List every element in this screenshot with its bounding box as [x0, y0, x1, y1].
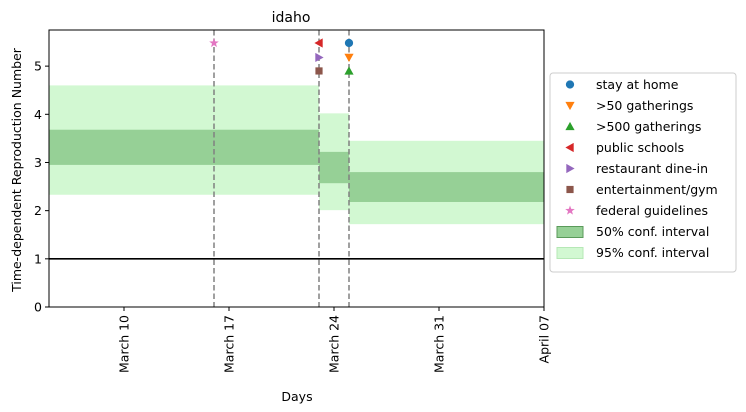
legend-label-3: >500 gatherings	[596, 119, 701, 134]
y-tick-label-1: 1	[34, 251, 42, 266]
y-tick-label-0: 0	[34, 300, 42, 315]
marker-6	[315, 67, 323, 75]
marker-7	[209, 37, 219, 48]
legend-marker-6	[566, 185, 574, 194]
legend-label-6: entertainment/gym	[596, 182, 718, 197]
legend-swatch-9	[556, 247, 584, 259]
legend-swatch-8	[556, 226, 584, 238]
legend-label-4: public schools	[596, 140, 684, 155]
legend-label-1: stay at home	[596, 77, 679, 92]
legend-marker-7	[565, 205, 575, 215]
x-tick-label-0: March 10	[117, 315, 132, 373]
legend-label-8: 50% conf. interval	[596, 224, 709, 239]
marker-4	[314, 38, 323, 48]
ci50-band-3	[349, 172, 544, 202]
ci50-band-1	[49, 129, 319, 165]
y-tick-label-3: 3	[34, 155, 42, 170]
legend-marker-5	[566, 163, 575, 174]
plot-frame	[48, 29, 545, 308]
legend: stay at home >50 gatherings >500 gathering…	[549, 72, 737, 273]
ci50-band-2	[319, 151, 349, 184]
y-tick-label-5: 5	[34, 59, 42, 74]
legend-marker-2	[565, 101, 575, 111]
marker-5	[315, 52, 324, 63]
y-tick-label-2: 2	[34, 203, 42, 218]
legend-box	[549, 72, 737, 273]
marker-2	[344, 53, 354, 63]
legend-marker-4	[565, 142, 574, 153]
x-tick-label-1: March 17	[222, 315, 237, 373]
legend-label-2: >50 gatherings	[596, 98, 693, 113]
marker-1	[344, 38, 354, 48]
marker-3	[344, 66, 354, 75]
legend-label-9: 95% conf. interval	[596, 245, 709, 260]
x-axis-label: Days	[281, 389, 312, 404]
legend-marker-3	[565, 121, 575, 131]
x-tick-label-4: April 07	[537, 315, 552, 363]
legend-marker-1	[565, 80, 575, 89]
y-tick-label-4: 4	[34, 107, 42, 122]
x-tick-label-2: March 24	[327, 315, 342, 373]
legend-label-5: restaurant dine-in	[596, 161, 708, 176]
plot-area: 0 1 2 3 4 5 March 10 March 17 March 24 March 31 Ap…	[34, 29, 552, 373]
legend-label-7: federal guidelines	[596, 203, 708, 218]
chart-title: idaho	[272, 10, 311, 26]
x-tick-label-3: March 31	[432, 315, 447, 373]
y-axis-label: Time-dependent Reproduction Number	[9, 47, 24, 293]
